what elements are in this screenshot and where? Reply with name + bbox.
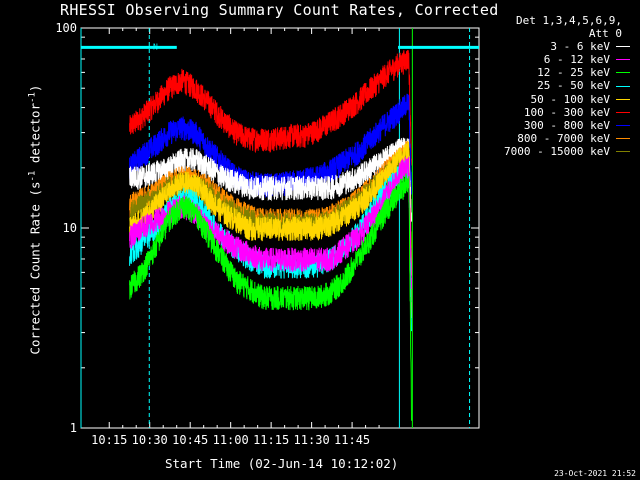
legend-entry: 3 - 6 keV (504, 40, 630, 53)
legend-swatch (616, 98, 630, 100)
x-tick-label: 10:30 (132, 433, 168, 447)
legend-entry: 7000 - 15000 keV (504, 145, 630, 158)
series-line-12-25-kev (129, 173, 412, 421)
y-tick-label: 100 (55, 21, 77, 35)
legend-label: 25 - 50 keV (537, 79, 610, 93)
x-tick-label: 11:00 (213, 433, 249, 447)
legend-swatch (616, 124, 630, 126)
legend-label: 6 - 12 keV (543, 53, 610, 67)
legend-label: 7000 - 15000 keV (504, 144, 610, 158)
axis-ticks: 10:15 10:30 10:45 11:00 11:15 11:30 11:45 1 10 10… (55, 21, 479, 447)
legend-swatch (616, 59, 630, 61)
legend-label: 12 - 25 keV (537, 66, 610, 80)
legend-swatch (616, 111, 630, 113)
x-tick-label: 11:30 (294, 433, 330, 447)
timestamp: 23-Oct-2021 21:52 (554, 469, 636, 478)
series-line-3-6-kev (129, 137, 412, 222)
saa-flags: N (81, 42, 479, 51)
legend-label: 3 - 6 keV (550, 40, 610, 54)
x-tick-label: 11:15 (253, 433, 289, 447)
y-tick-label: 1 (70, 421, 77, 435)
legend-entry: 800 - 7000 keV (504, 132, 630, 145)
x-tick-label: 10:45 (172, 433, 208, 447)
series-line-50-100-kev (129, 140, 412, 276)
legend-entry: 12 - 25 keV (504, 66, 630, 79)
series-line-100-300-kev (129, 50, 412, 166)
y-tick-label: 10 (63, 221, 77, 235)
legend-swatch (616, 137, 630, 139)
legend-entry: 100 - 300 keV (504, 106, 630, 119)
chart-title: RHESSI Observing Summary Count Rates, Co… (60, 1, 499, 19)
legend-label: 100 - 300 keV (523, 105, 610, 119)
legend-swatch (616, 46, 630, 48)
x-tick-label: 10:15 (91, 433, 127, 447)
legend-label: 800 - 7000 keV (517, 131, 610, 145)
x-tick-label: 11:45 (334, 433, 370, 447)
legend-header-1: Det 1,3,4,5,6,9, (516, 14, 622, 27)
legend-swatch (616, 150, 630, 152)
legend-entry: 6 - 12 keV (504, 53, 630, 66)
legend: Det 1,3,4,5,6,9, Att 0 3 - 6 keV 6 - 12 k… (504, 14, 630, 158)
y-axis-label: Corrected Count Rate (s-1 detector-1) (27, 84, 43, 355)
series-group (129, 50, 412, 421)
legend-entry: 50 - 100 keV (504, 93, 630, 106)
legend-label: 50 - 100 keV (530, 92, 610, 106)
legend-swatch (616, 72, 630, 74)
legend-entry: 300 - 800 keV (504, 119, 630, 132)
n-flag-label: N (153, 42, 158, 51)
legend-entry: 25 - 50 keV (504, 79, 630, 92)
x-axis-label: Start Time (02-Jun-14 10:12:02) (165, 456, 399, 471)
legend-swatch (616, 85, 630, 87)
legend-header-2: Att 0 (588, 27, 622, 41)
legend-label: 300 - 800 keV (523, 118, 610, 132)
